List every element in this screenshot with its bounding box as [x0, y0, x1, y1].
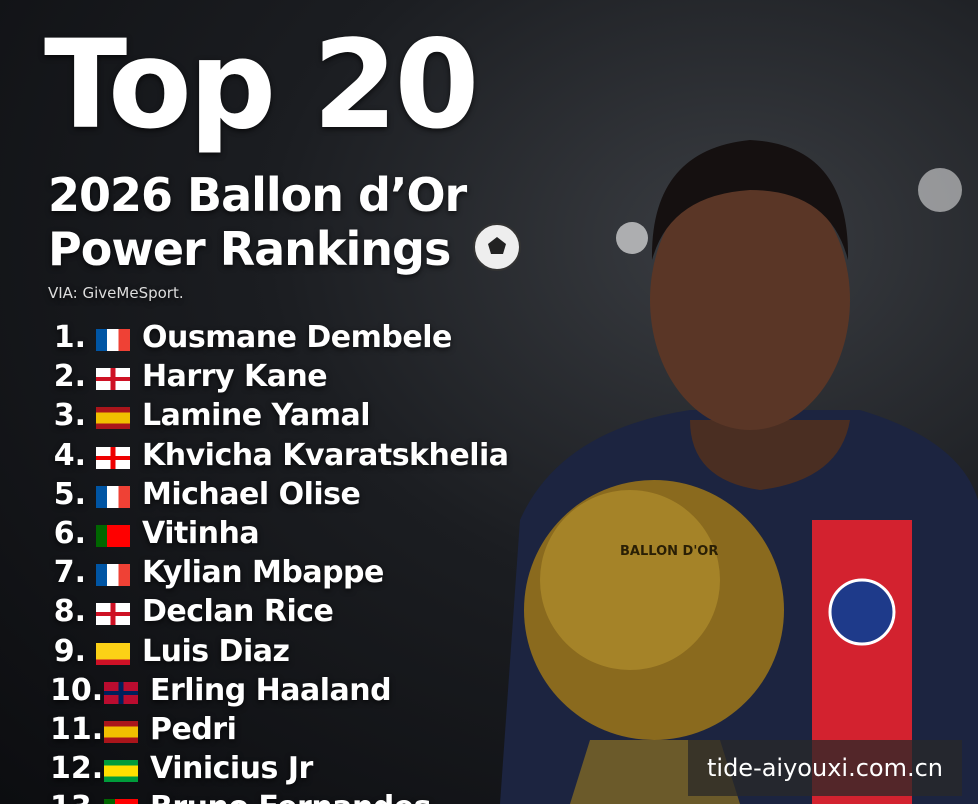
- rank: 1.: [53, 320, 86, 355]
- rank: 8.: [53, 594, 86, 630]
- source: VIA: GiveMeSport.: [48, 284, 184, 302]
- flag: [104, 760, 138, 783]
- player-name: Harry Kane: [142, 359, 328, 395]
- flag: [96, 564, 130, 587]
- player-name: Erling Haaland: [150, 672, 392, 708]
- player-name: Declan Rice: [142, 594, 334, 630]
- player-name: Bruno Fernandes: [150, 790, 432, 804]
- player-name: Lamine Yamal: [142, 398, 371, 434]
- rank: 13.: [50, 790, 103, 804]
- rank: 12.: [50, 751, 104, 787]
- stadium-light: [616, 222, 648, 254]
- rank: 9.: [53, 633, 86, 669]
- rank: 3.: [53, 398, 86, 434]
- flag: [104, 799, 138, 804]
- flag: [96, 642, 130, 665]
- flag: [104, 681, 138, 704]
- player-name: Kylian Mbappe: [142, 555, 384, 591]
- flag: [96, 407, 130, 430]
- rank: 4.: [53, 437, 86, 473]
- rank: 2.: [53, 359, 86, 395]
- flag: [96, 603, 130, 626]
- rank: 5.: [53, 476, 86, 512]
- head: [650, 170, 850, 430]
- rank: 11.: [50, 712, 104, 747]
- trophy-text: BALLON D'OR: [620, 544, 719, 559]
- flag: [96, 525, 130, 547]
- stadium-light: [918, 168, 962, 212]
- player-name: Khvicha Kvaratskhelia: [142, 437, 509, 473]
- subtitle: Power Rankings: [48, 222, 451, 276]
- title: Top 20: [44, 14, 479, 156]
- flag: [96, 368, 130, 391]
- flag: [104, 721, 138, 743]
- club-badge: [828, 578, 896, 646]
- ball-shine: [540, 490, 720, 670]
- hair: [651, 140, 849, 260]
- rank: 7.: [53, 555, 86, 591]
- player-name: Ousmane Dembele: [142, 320, 452, 355]
- flag: [96, 485, 130, 508]
- football-icon: [473, 223, 521, 271]
- player-name: Michael Olise: [142, 476, 361, 512]
- player-name: Vinicius Jr: [150, 751, 313, 787]
- neck: [690, 420, 850, 490]
- rank: 6.: [53, 516, 86, 551]
- player-name: Pedri: [150, 712, 237, 747]
- flag: [96, 446, 130, 469]
- flag: [96, 329, 130, 351]
- watermark: tide-aiyouxi.com.cn: [688, 740, 962, 796]
- subtitle: 2026 Ballon d’Or: [48, 168, 467, 222]
- player-name: Vitinha: [142, 516, 260, 551]
- player-name: Luis Diaz: [142, 633, 290, 669]
- rank: 10.: [50, 672, 104, 708]
